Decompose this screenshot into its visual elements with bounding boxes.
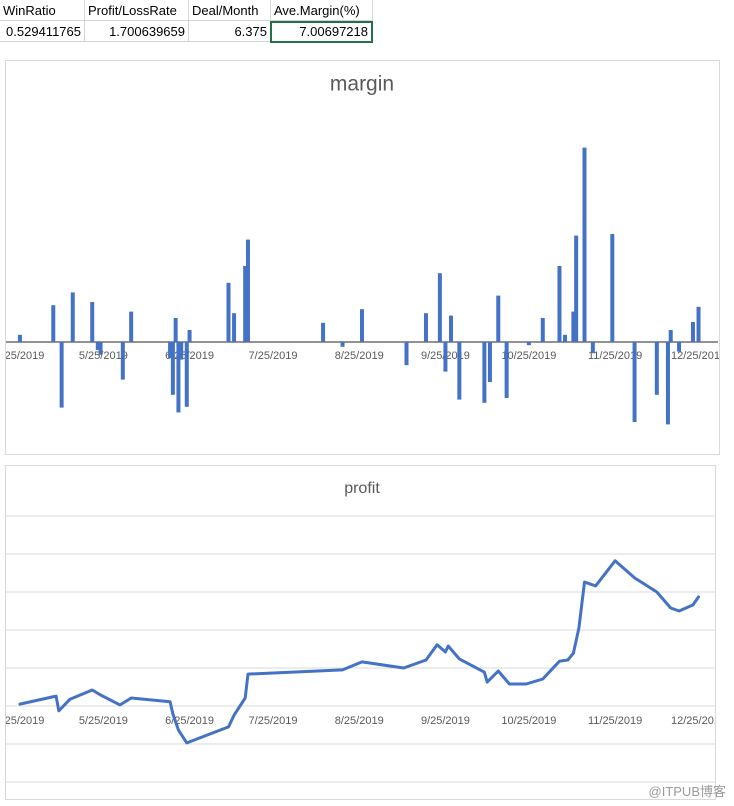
bar: [696, 306, 701, 342]
profit-line: [18, 559, 700, 745]
value-cell[interactable]: 6.375: [189, 21, 271, 42]
bar: [184, 342, 189, 407]
bar: [98, 342, 103, 355]
x-tick-label: 10/25/2019: [501, 715, 556, 727]
bar: [232, 313, 237, 342]
bar: [176, 342, 181, 413]
bar: [632, 342, 637, 422]
bar: [610, 234, 615, 342]
x-tick-label: 11/25/2019: [588, 350, 642, 362]
value-cell[interactable]: 0.529411765: [0, 21, 85, 42]
bar: [245, 239, 250, 342]
bar: [17, 334, 22, 342]
bar: [677, 342, 682, 352]
value-cell[interactable]: 1.700639659: [85, 21, 189, 42]
bar: [487, 342, 492, 382]
bar: [668, 330, 673, 342]
chart-title: profit: [344, 480, 380, 497]
bar: [170, 342, 175, 395]
bar: [443, 342, 448, 372]
bar: [504, 342, 509, 398]
bar: [482, 342, 487, 403]
x-tick-label: 5/25/2019: [79, 350, 128, 362]
bar: [540, 318, 545, 342]
x-tick-label: 8/25/2019: [335, 350, 384, 362]
bar: [526, 342, 531, 346]
header-cell[interactable]: Deal/Month: [189, 0, 271, 21]
bar: [590, 342, 595, 354]
x-tick-label: 4/25/2019: [5, 350, 44, 362]
x-tick-label: 7/25/2019: [249, 715, 298, 727]
bar: [340, 342, 345, 347]
bar: [70, 292, 75, 342]
header-cell[interactable]: Ave.Margin(%): [271, 0, 373, 21]
x-tick-label: 12/25/2019: [671, 715, 716, 727]
x-tick-label: 11/25/2019: [588, 715, 642, 727]
bar: [95, 342, 100, 350]
chart-frame: [5, 60, 720, 455]
header-cell[interactable]: Profit/LossRate: [85, 0, 189, 21]
bar: [665, 342, 670, 425]
bar: [437, 273, 442, 342]
x-tick-label: 10/25/2019: [501, 350, 556, 362]
bar: [582, 147, 587, 342]
x-tick-label: 9/25/2019: [421, 715, 470, 727]
header-cell[interactable]: WinRatio: [0, 0, 85, 21]
x-tick-label: 12/25/2019: [671, 350, 720, 362]
chart-frame: [5, 465, 716, 800]
bar: [457, 342, 462, 400]
x-tick-label: 5/25/2019: [79, 715, 128, 727]
bar: [129, 311, 134, 342]
bar: [563, 334, 568, 342]
bar: [654, 342, 659, 395]
x-tick-label: 7/25/2019: [249, 350, 298, 362]
bar: [321, 322, 326, 342]
bar: [187, 330, 192, 342]
bar: [557, 266, 562, 342]
bar: [423, 313, 428, 342]
bar: [226, 282, 231, 342]
bar: [120, 342, 125, 380]
bar: [404, 342, 409, 366]
bar: [51, 305, 56, 342]
x-tick-label: 4/25/2019: [5, 715, 44, 727]
bar: [173, 318, 178, 342]
bar: [690, 322, 695, 342]
margin-chart[interactable]: margin4/25/20195/25/20196/25/20197/25/20…: [5, 60, 720, 455]
bar: [90, 302, 95, 342]
chart-title: margin: [330, 73, 394, 96]
profit-chart[interactable]: profit4/25/20195/25/20196/25/20197/25/20…: [5, 465, 716, 800]
selected-cell[interactable]: 7.00697218: [270, 21, 373, 43]
x-tick-label: 8/25/2019: [335, 715, 384, 727]
bar: [59, 342, 64, 408]
bar: [179, 342, 184, 360]
bar: [496, 295, 501, 342]
bar: [243, 266, 248, 342]
watermark: @ITPUB博客: [648, 784, 726, 799]
bar: [360, 309, 364, 342]
bar: [574, 235, 579, 342]
bar: [571, 311, 576, 342]
bar: [449, 315, 453, 342]
bar: [168, 342, 173, 358]
